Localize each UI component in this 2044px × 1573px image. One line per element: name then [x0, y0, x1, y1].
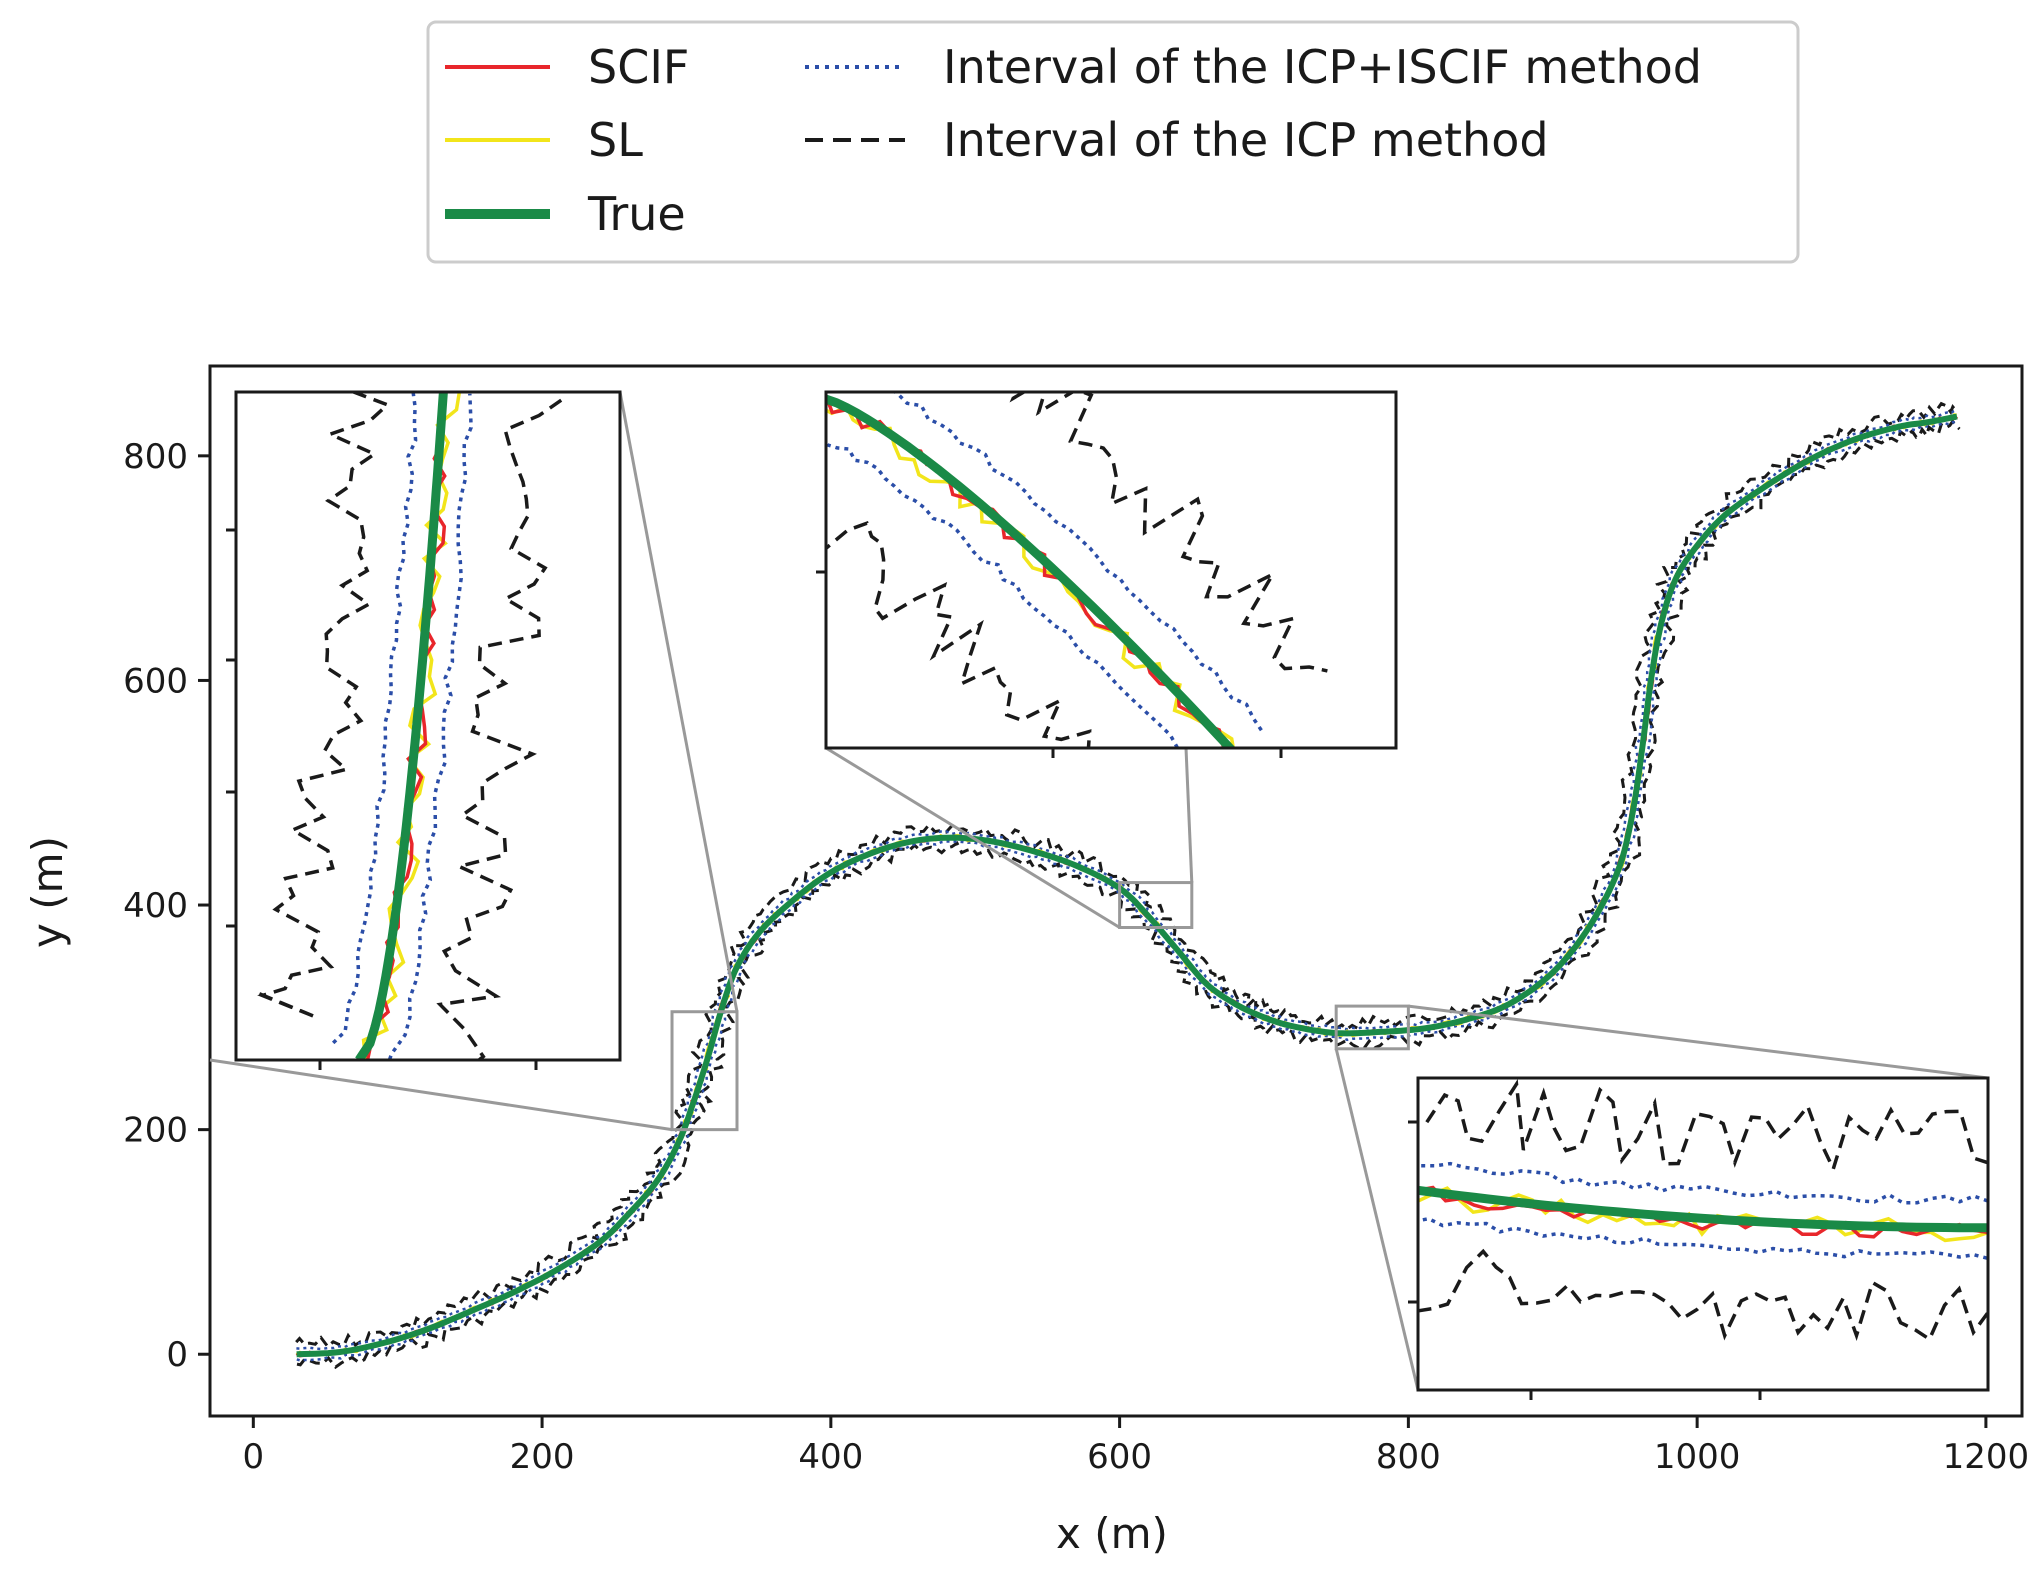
series-icp-lower [295, 401, 1957, 1349]
inset-1 [226, 390, 622, 1070]
inset-2-icp-iscif-upper [826, 439, 1180, 748]
series-icp-iscif-upper [296, 420, 1959, 1362]
x-axis-ticks: 0 200 400 600 800 1000 1200 [242, 1416, 2029, 1477]
legend-label-scif: SCIF [588, 40, 689, 94]
legend-label-true: True [587, 187, 686, 241]
legend-label-icp: Interval of the ICP method [943, 113, 1549, 167]
y-tick-label-800: 800 [123, 437, 188, 477]
inset-2-true [826, 394, 1236, 748]
inset-1-icp-iscif-lower [331, 392, 418, 1045]
zoom-connectors [209, 391, 1989, 1391]
inset-3 [1408, 1076, 1990, 1400]
inset-3-icp-lower [1425, 1078, 1988, 1174]
inset-1-true [355, 392, 448, 1060]
x-tick-label-800: 800 [1376, 1437, 1441, 1477]
x-tick-label-400: 400 [798, 1437, 863, 1477]
inset-3-frame [1416, 1076, 1990, 1392]
inset-3-icp-iscif-lower [1421, 1161, 1988, 1205]
inset-2-frame [824, 390, 1398, 750]
x-tick-label-0: 0 [242, 1437, 264, 1477]
y-axis-ticks: 0 200 400 600 800 [123, 437, 210, 1375]
inset-3-icp-iscif-upper [1418, 1216, 1988, 1261]
x-tick-label-600: 600 [1087, 1437, 1152, 1477]
plot-frame [208, 364, 2024, 1418]
y-tick-label-600: 600 [123, 661, 188, 701]
connector-1 [618, 391, 739, 1013]
connector-4 [1184, 747, 1194, 883]
legend-label-icp-iscif: Interval of the ICP+ISCIF method [943, 40, 1702, 94]
inset-3-sl [1418, 1186, 1988, 1243]
inset-2 [816, 390, 1398, 758]
inset-2-icp-lower [1009, 392, 1328, 673]
connector-3 [825, 746, 1121, 929]
inset-2-icp-iscif-lower [891, 392, 1264, 733]
series-true [296, 413, 1958, 1358]
inset-1-frame [234, 390, 622, 1062]
connector-5 [1334, 1048, 1420, 1391]
series-icp-upper [296, 419, 1961, 1370]
x-tick-label-1200: 1200 [1943, 1437, 2030, 1477]
inset-1-icp-iscif-upper [387, 393, 473, 1060]
y-tick-label-400: 400 [123, 886, 188, 926]
x-axis-label: x (m) [1056, 1509, 1168, 1558]
main-series [295, 401, 1961, 1370]
legend: SCIF SL True Interval of the ICP+ISCIF m… [426, 20, 1800, 264]
inset-3-icp-upper [1418, 1248, 1988, 1342]
inset-1-icp-upper [436, 398, 563, 1060]
connector-6 [1408, 1004, 1989, 1080]
zoom-1-box [670, 1010, 739, 1132]
zoom-boxes [670, 881, 1410, 1132]
x-tick-label-200: 200 [510, 1437, 575, 1477]
inset-2-icp-upper [826, 520, 1092, 748]
y-tick-label-0: 0 [166, 1335, 188, 1375]
legend-label-sl: SL [588, 113, 643, 167]
inset-1-icp-lower [257, 392, 391, 1019]
zoom-2-box [1118, 881, 1194, 929]
x-tick-label-1000: 1000 [1654, 1437, 1741, 1477]
inset-1-sl [361, 392, 461, 1060]
inset-1-bg [236, 392, 620, 1060]
inset-3-true [1418, 1185, 1988, 1233]
y-axis-label: y (m) [23, 836, 72, 948]
zoom-3-box [1334, 1004, 1410, 1051]
legend-box [426, 20, 1800, 264]
connector-2 [209, 1058, 673, 1132]
y-tick-label-200: 200 [123, 1111, 188, 1151]
